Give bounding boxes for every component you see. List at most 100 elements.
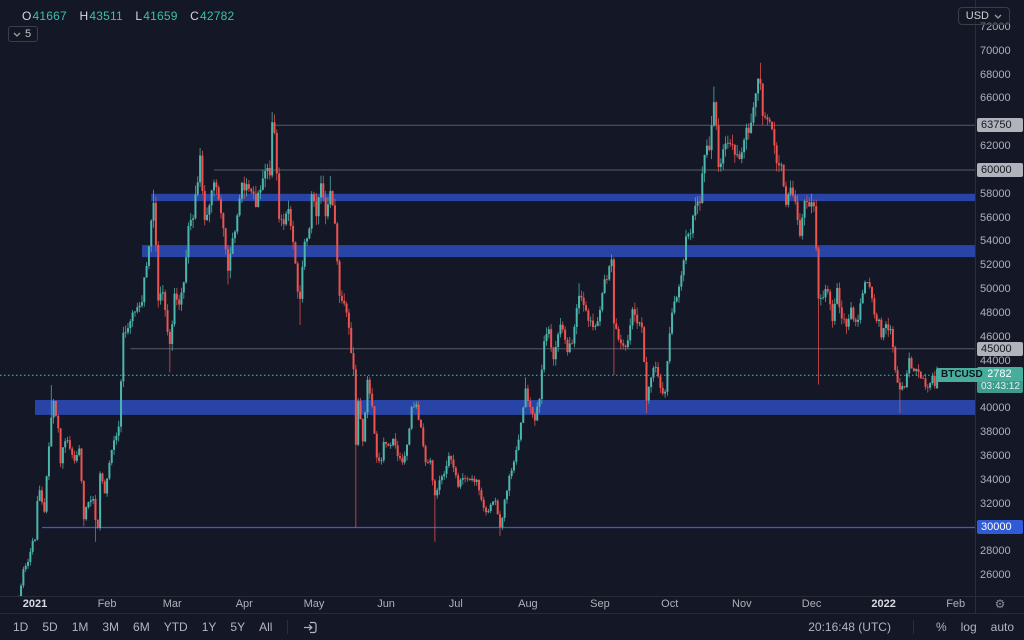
- log-scale-button[interactable]: log: [960, 620, 977, 634]
- candle-wick: [413, 401, 415, 408]
- candle-body: [882, 328, 885, 338]
- candle-body: [789, 187, 792, 195]
- candle-body: [438, 480, 441, 491]
- bar-countdown: 03:43:12: [977, 381, 1023, 394]
- ohlc-legend[interactable]: O41667 H43511 L41659 C42782: [22, 9, 234, 23]
- candle-wick: [727, 135, 729, 149]
- candle-body: [910, 358, 913, 369]
- candlestick-chart[interactable]: [0, 0, 975, 596]
- candle-body: [329, 190, 332, 205]
- candlestick-plot-area[interactable]: [0, 0, 975, 596]
- candle-wick: [355, 364, 357, 528]
- candle-body: [101, 473, 104, 482]
- candle-body: [364, 412, 367, 442]
- candle-wick: [206, 207, 208, 221]
- candle-body: [34, 539, 36, 541]
- range-button-5y[interactable]: 5Y: [230, 620, 246, 634]
- candle-body: [161, 292, 164, 294]
- currency-label: USD: [965, 10, 989, 22]
- candle-body: [887, 324, 890, 331]
- candle-body: [808, 202, 811, 207]
- date-range-buttons: 1D 5D 1M 3M 6M YTD 1Y 5Y All: [0, 618, 279, 636]
- candle-body: [80, 448, 83, 482]
- range-button-1m[interactable]: 1M: [71, 620, 89, 634]
- candle-body: [880, 319, 883, 338]
- candle-wick: [299, 285, 301, 325]
- range-button-all[interactable]: All: [259, 620, 273, 634]
- candle-body: [252, 191, 255, 194]
- resistance-band-58000[interactable]: [151, 193, 975, 202]
- candle-body: [122, 332, 125, 382]
- candle-wick: [476, 478, 478, 486]
- support-band-40000[interactable]: [35, 400, 975, 415]
- range-button-6m[interactable]: 6M: [133, 620, 150, 634]
- candle-body: [89, 500, 92, 503]
- candle-body: [850, 307, 853, 319]
- candle-body: [875, 314, 878, 322]
- candle-body: [157, 245, 160, 301]
- candle-body: [694, 205, 697, 216]
- candle-body: [515, 450, 518, 462]
- candle-wick: [899, 377, 901, 414]
- candle-wick: [639, 321, 640, 327]
- auto-scale-button[interactable]: auto: [990, 620, 1014, 634]
- candle-body: [324, 197, 327, 217]
- candle-body: [852, 307, 855, 320]
- candle-body: [812, 202, 815, 207]
- go-to-date-button[interactable]: [296, 619, 325, 636]
- candle-body: [75, 455, 78, 461]
- candle-body: [603, 279, 606, 294]
- price-axis[interactable]: 72000 70000 68000 66000 62000 58000 56000 54000…: [976, 0, 1024, 596]
- candle-body: [431, 460, 434, 481]
- range-button-1y[interactable]: 1Y: [201, 620, 217, 634]
- clock[interactable]: 20:16:48 (UTC): [808, 620, 891, 634]
- candle-body: [189, 219, 192, 226]
- candle-body: [131, 312, 134, 322]
- candle-body: [245, 184, 248, 191]
- range-button-ytd[interactable]: YTD: [163, 620, 188, 634]
- candle-body: [645, 361, 648, 401]
- candle-wick: [927, 384, 929, 393]
- candle-body: [124, 332, 127, 334]
- candle-body: [22, 569, 25, 586]
- candle-body: [289, 209, 292, 226]
- candle-body: [43, 502, 46, 512]
- toolbar-divider: [912, 620, 914, 634]
- candle-body: [624, 345, 627, 347]
- candle-body: [361, 419, 364, 442]
- time-axis[interactable]: 2021 Feb Mar Apr May Jun Jul Aug Sep Oct Nov Dec 202…: [0, 597, 975, 613]
- price-tick-56000: 56000: [980, 211, 1011, 224]
- price-tick-70000: 70000: [980, 44, 1011, 57]
- candle-body: [550, 329, 553, 348]
- candle-wick: [625, 344, 626, 351]
- range-button-3m[interactable]: 3M: [102, 620, 120, 634]
- range-button-1d[interactable]: 1D: [13, 620, 29, 634]
- candle-body: [671, 312, 674, 334]
- currency-selector-button[interactable]: USD: [957, 7, 1010, 25]
- candle-body: [617, 328, 620, 340]
- candle-wick: [818, 246, 819, 385]
- candle-body: [459, 479, 462, 487]
- candle-body: [545, 334, 548, 342]
- candle-body: [282, 219, 285, 225]
- price-line-badge-60000: 60000: [977, 162, 1023, 177]
- resistance-band-53000[interactable]: [141, 245, 975, 258]
- range-button-5d[interactable]: 5D: [42, 620, 58, 634]
- candle-body: [299, 291, 302, 299]
- candle-body: [543, 341, 546, 370]
- low-value: 41659: [143, 9, 178, 23]
- candle-body: [375, 433, 378, 458]
- candle-body: [796, 201, 799, 221]
- candle-body: [96, 520, 99, 528]
- percent-scale-button[interactable]: %: [935, 620, 947, 634]
- candle-body: [120, 381, 123, 427]
- axis-settings-gear-icon[interactable]: ⚙: [994, 597, 1006, 611]
- candle-body: [331, 190, 334, 206]
- legend-collapse-button[interactable]: 5: [8, 26, 39, 42]
- candle-body: [275, 132, 278, 174]
- bottom-toolbar: 1D 5D 1M 3M 6M YTD 1Y 5Y All 20:16:48 (UTC) % lo…: [0, 614, 1024, 640]
- candle-body: [150, 220, 153, 247]
- candle-wick: [708, 136, 710, 152]
- candle-body: [127, 328, 129, 333]
- candle-body: [78, 448, 81, 456]
